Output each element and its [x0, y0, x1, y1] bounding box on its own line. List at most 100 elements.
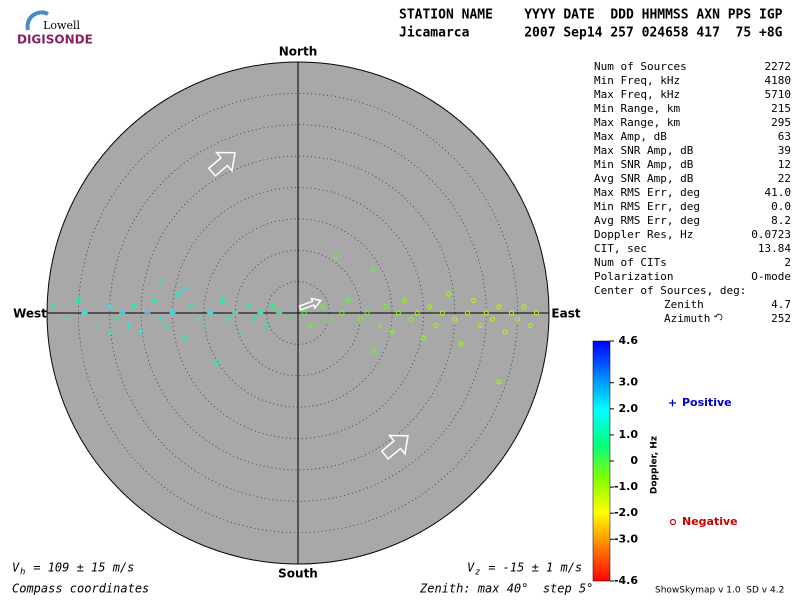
source-point	[238, 328, 245, 335]
source-point	[225, 316, 232, 323]
vh-symbol: V	[12, 561, 20, 575]
stat-label: Min Range, km	[594, 102, 680, 115]
source-point	[257, 310, 264, 316]
stat-label: Max Range, km	[594, 116, 680, 129]
stat-value: 4180	[765, 74, 792, 87]
colorbar-label: Doppler, Hz	[650, 436, 660, 494]
colorbar	[592, 340, 611, 582]
source-point	[138, 328, 145, 335]
north-label: North	[279, 45, 317, 59]
source-point	[251, 316, 258, 323]
south-label: South	[278, 567, 318, 581]
source-point	[490, 316, 496, 322]
vh-text: = 109 ± 15 m/s	[26, 561, 134, 575]
source-point	[282, 366, 289, 373]
vz-symbol: V	[467, 561, 475, 575]
source-point	[502, 329, 508, 335]
stat-value: 12	[778, 158, 791, 171]
source-point	[163, 322, 170, 329]
source-point	[263, 322, 270, 329]
stats-panel: Num of Sources 2272 Min Freq, kHz 4180 Max F…	[594, 60, 791, 283]
stat-label: Max Amp, dB	[594, 130, 667, 143]
source-point	[144, 310, 151, 316]
stat-value: 0.0723	[751, 228, 791, 241]
arrows	[207, 151, 409, 460]
source-point	[62, 316, 69, 323]
coords-note: Compass coordinates	[12, 582, 149, 596]
source-point	[427, 304, 433, 310]
source-point	[452, 316, 458, 322]
vh-sub: h	[20, 568, 25, 578]
source-point	[156, 316, 163, 323]
source-point	[370, 266, 376, 272]
source-point	[94, 322, 101, 329]
colorbar-tick-label: -2.0	[614, 506, 638, 519]
legend: Positive Negative	[669, 396, 738, 528]
vz-sub: z	[475, 568, 480, 578]
source-point	[269, 303, 276, 310]
source-point	[213, 360, 220, 367]
colorbar-tick-label: 1.0	[619, 428, 639, 441]
stat-value: 63	[778, 130, 791, 143]
stat-value: 8.2	[771, 214, 791, 227]
azimuth-label: Azimuth	[664, 312, 710, 325]
source-point	[200, 322, 207, 329]
colorbar-tick-label: -4.6	[614, 574, 638, 587]
east-label: East	[551, 307, 580, 321]
stat-value: 2	[784, 256, 791, 269]
stat-label: Min Freq, kHz	[594, 74, 680, 87]
colorbar-tick-label: 4.6	[619, 334, 639, 347]
center-title: Center of Sources, deg:	[594, 284, 746, 297]
source-point	[150, 297, 157, 304]
source-point	[527, 323, 533, 329]
colorbar-tick-label: 3.0	[619, 376, 639, 389]
source-point	[477, 323, 483, 329]
colorbar-ticks: 4.6 3.0 2.0 1.0 0 -1.0 -2.0 -3.0 -4.6	[610, 334, 638, 587]
source-point	[207, 310, 214, 316]
stat-value: 5710	[765, 88, 792, 101]
source-point	[370, 348, 376, 354]
vz-text: = -15 ± 1 m/s	[481, 561, 582, 575]
source-point	[358, 316, 364, 322]
stat-label: Doppler Res, Hz	[594, 228, 693, 241]
source-point	[402, 297, 408, 303]
source-point	[276, 310, 283, 316]
stat-value: 22	[778, 172, 791, 185]
source-point	[169, 310, 176, 316]
legend-symbol	[669, 399, 676, 407]
stat-label: CIT, sec	[594, 242, 647, 255]
west-label: West	[13, 307, 47, 321]
source-point	[458, 341, 464, 347]
header-columns: STATION NAME YYYY DATE DDD HHMMSS AXN PP…	[399, 8, 783, 23]
source-point	[395, 310, 401, 316]
logo-top: Lowell	[43, 19, 80, 32]
source-point	[106, 328, 113, 335]
source-point	[75, 297, 82, 304]
source-point	[125, 322, 132, 329]
stat-value: 2272	[765, 60, 792, 73]
source-point	[414, 310, 420, 316]
source-point	[333, 254, 339, 260]
source-point	[106, 303, 113, 310]
header-values: Jicamarca 2007 Sep14 257 024658 417 75 +…	[399, 26, 783, 41]
zenith-label: Zenith	[664, 298, 704, 311]
source-point	[496, 379, 502, 385]
stat-label: Avg SNR Amp, dB	[594, 172, 694, 185]
source-point	[364, 310, 370, 316]
legend-symbol	[669, 518, 677, 526]
source-point	[496, 304, 502, 310]
source-point	[301, 310, 307, 316]
source-point	[345, 297, 351, 303]
version: ShowSkymap v 1.0 SD v 4.2	[655, 586, 784, 596]
zenith-note: Zenith: max 40° step 5°	[419, 582, 593, 596]
stat-label: Max RMS Err, deg	[594, 186, 700, 199]
source-point	[433, 323, 439, 329]
azimuth-icon	[713, 313, 723, 321]
colorbar-tick-label: 0	[630, 454, 638, 467]
source-point	[194, 316, 201, 323]
stat-label: Avg RMS Err, deg	[594, 214, 700, 227]
stat-label: Polarization	[594, 270, 673, 283]
source-point	[533, 310, 539, 316]
plot	[46, 61, 550, 565]
